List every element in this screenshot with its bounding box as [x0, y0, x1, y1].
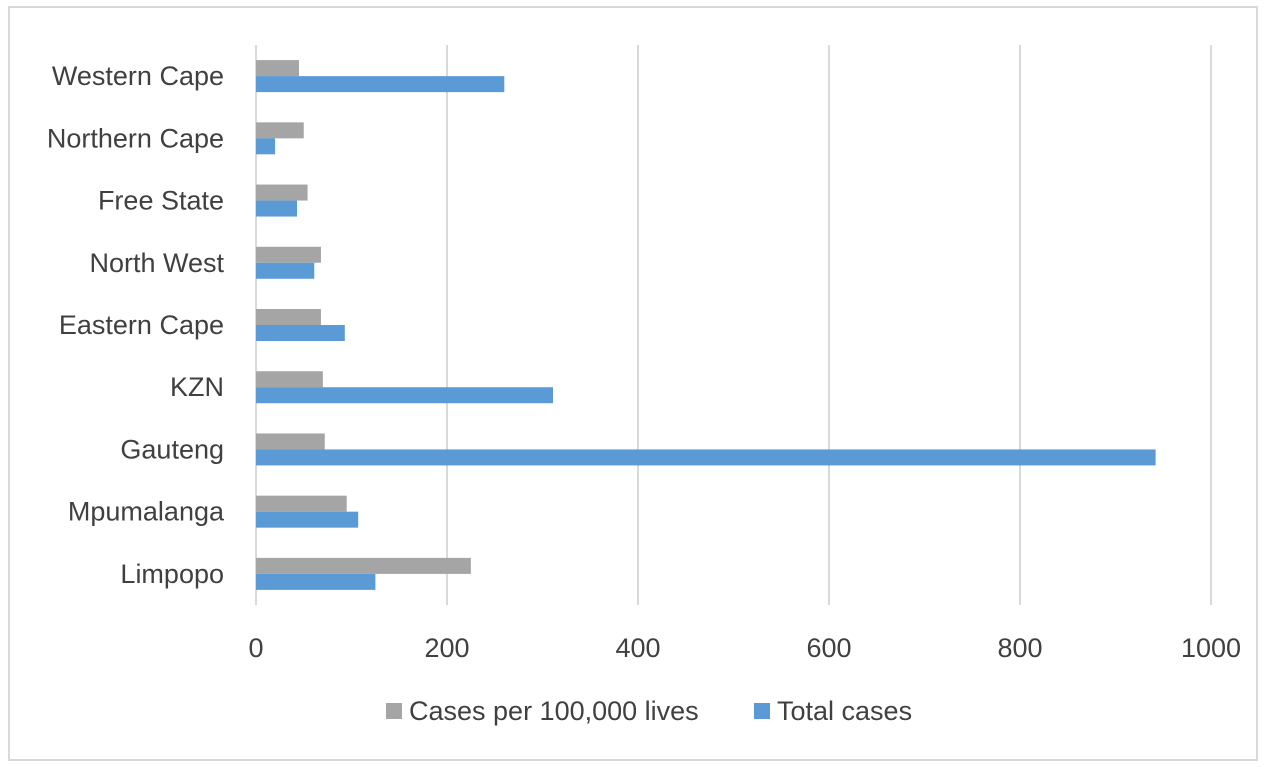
gridlines [255, 45, 1212, 605]
bar-total-cases-north-west [256, 262, 315, 279]
bar-cases-per-100k-gauteng [256, 433, 325, 450]
category-label-northern-cape: Northern Cape [47, 123, 224, 153]
legend-swatch-cases-per-100k [386, 703, 402, 719]
bar-total-cases-eastern-cape [256, 325, 345, 341]
category-label-limpopo: Limpopo [120, 559, 224, 589]
chart-frame [8, 6, 1258, 761]
legend-swatch-total-cases [754, 703, 770, 719]
category-labels: Limpopo Mpumalanga Gauteng KZN Eastern Cape N… [47, 61, 225, 589]
bar-total-cases-gauteng [256, 449, 1156, 466]
category-label-north-west: North West [89, 248, 224, 278]
bar-total-cases-kzn [256, 387, 554, 404]
bar-cases-per-100k-eastern-cape [256, 309, 321, 325]
bar-total-cases-mpumalanga [256, 511, 359, 528]
x-tick-label-600: 600 [806, 633, 851, 663]
bar-total-cases-limpopo [256, 573, 376, 590]
bar-cases-per-100k-north-west [256, 246, 321, 263]
x-tick-label-400: 400 [615, 633, 660, 663]
category-label-western-cape: Western Cape [52, 61, 224, 91]
category-label-free-state: Free State [98, 186, 224, 216]
bar-cases-per-100k-free-state [256, 184, 308, 201]
x-tick-labels: 0 200 400 600 800 1000 [248, 633, 1241, 663]
x-tick-label-200: 200 [424, 633, 469, 663]
legend-label-total-cases: Total cases [777, 696, 912, 726]
bar-cases-per-100k-kzn [256, 371, 323, 388]
bar-total-cases-free-state [256, 200, 298, 217]
bar-cases-per-100k-western-cape [256, 60, 299, 77]
x-tick-label-800: 800 [997, 633, 1042, 663]
x-tick-label-0: 0 [248, 633, 263, 663]
category-label-gauteng: Gauteng [120, 434, 224, 464]
category-label-mpumalanga: Mpumalanga [68, 497, 225, 527]
legend: Cases per 100,000 lives Total cases [386, 696, 912, 726]
bar-cases-per-100k-mpumalanga [256, 495, 347, 512]
category-label-eastern-cape: Eastern Cape [59, 310, 224, 340]
bar-cases-per-100k-northern-cape [256, 122, 304, 139]
bars [256, 60, 1156, 590]
bar-total-cases-western-cape [256, 76, 505, 93]
category-label-kzn: KZN [170, 372, 224, 402]
legend-label-cases-per-100k: Cases per 100,000 lives [409, 696, 699, 726]
bar-total-cases-northern-cape [256, 138, 276, 155]
x-tick-label-1000: 1000 [1181, 633, 1241, 663]
bar-cases-per-100k-limpopo [256, 557, 471, 574]
